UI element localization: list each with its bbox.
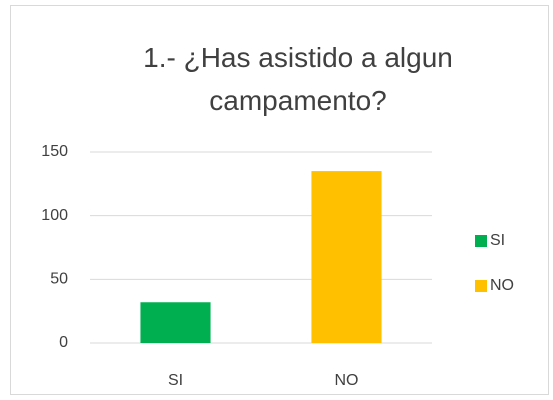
y-tick-label: 0 <box>59 334 68 351</box>
legend-label: NO <box>490 277 514 294</box>
legend-swatch <box>475 280 487 292</box>
chart-title: 1.- ¿Has asistido a algun campamento? <box>143 42 453 116</box>
x-tick-label: NO <box>335 372 359 389</box>
y-tick-label: 100 <box>41 207 68 224</box>
bar <box>311 171 382 343</box>
y-tick-label: 50 <box>50 271 68 288</box>
legend-label: SI <box>490 232 505 249</box>
legend-swatch <box>475 235 487 247</box>
y-tick-label: 150 <box>41 143 68 160</box>
chart-border <box>10 5 549 395</box>
x-tick-label: SI <box>168 372 183 389</box>
bar <box>140 302 211 343</box>
